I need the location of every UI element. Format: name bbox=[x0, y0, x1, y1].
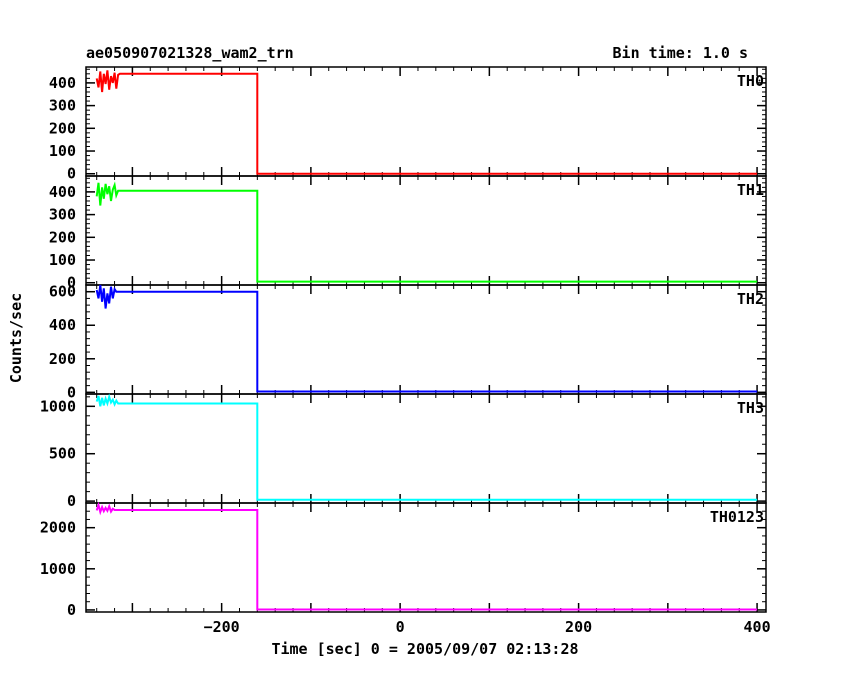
y-tick-label: 600 bbox=[49, 283, 76, 301]
y-tick-label: 0 bbox=[67, 383, 76, 401]
series-line-th2 bbox=[95, 284, 758, 393]
y-tick-label: 500 bbox=[49, 445, 76, 463]
y-tick-label: 0 bbox=[67, 492, 76, 510]
y-tick-label: 200 bbox=[49, 228, 76, 246]
panel-label-th3: TH3 bbox=[737, 399, 764, 417]
panel-frame-th0 bbox=[85, 66, 767, 177]
x-axis-label: Time [sec] 0 = 2005/09/07 02:13:28 bbox=[271, 640, 579, 658]
y-tick-label: 1000 bbox=[40, 397, 76, 415]
panel-frame-th3 bbox=[85, 393, 767, 504]
x-tick-label: −200 bbox=[204, 618, 240, 636]
y-tick-label: 400 bbox=[49, 316, 76, 334]
y-tick-label: 1000 bbox=[40, 560, 76, 578]
x-tick-label: 200 bbox=[565, 618, 592, 636]
y-tick-label: 100 bbox=[49, 251, 76, 269]
y-tick-label: 400 bbox=[49, 183, 76, 201]
y-tick-label: 0 bbox=[67, 601, 76, 619]
panel-label-th1: TH1 bbox=[737, 181, 764, 199]
panel-label-th0: TH0 bbox=[737, 72, 764, 90]
panel-frame-th1 bbox=[85, 175, 767, 286]
y-tick-label: 0 bbox=[67, 165, 76, 183]
y-tick-label: 400 bbox=[49, 74, 76, 92]
y-tick-label: 300 bbox=[49, 97, 76, 115]
series-line-th3 bbox=[95, 393, 758, 501]
bin-time-label: Bin time: 1.0 s bbox=[612, 44, 748, 62]
y-tick-label: 200 bbox=[49, 350, 76, 368]
series-line-th0 bbox=[95, 70, 758, 175]
panel-frame-th2 bbox=[85, 284, 767, 395]
y-tick-label: 300 bbox=[49, 206, 76, 224]
series-line-th1 bbox=[95, 181, 758, 283]
y-tick-label: 0 bbox=[67, 274, 76, 292]
y-tick-label: 2000 bbox=[40, 519, 76, 537]
panel-label-th0123: TH0123 bbox=[710, 508, 764, 526]
plot-title: ae050907021328_wam2_trn bbox=[86, 44, 294, 62]
panel-label-th2: TH2 bbox=[737, 290, 764, 308]
y-tick-label: 100 bbox=[49, 142, 76, 160]
series-line-th0123 bbox=[95, 501, 758, 611]
y-tick-label: 200 bbox=[49, 119, 76, 137]
panel-frame-th0123 bbox=[85, 502, 767, 613]
x-tick-label: 400 bbox=[744, 618, 771, 636]
x-tick-label: 0 bbox=[396, 618, 405, 636]
